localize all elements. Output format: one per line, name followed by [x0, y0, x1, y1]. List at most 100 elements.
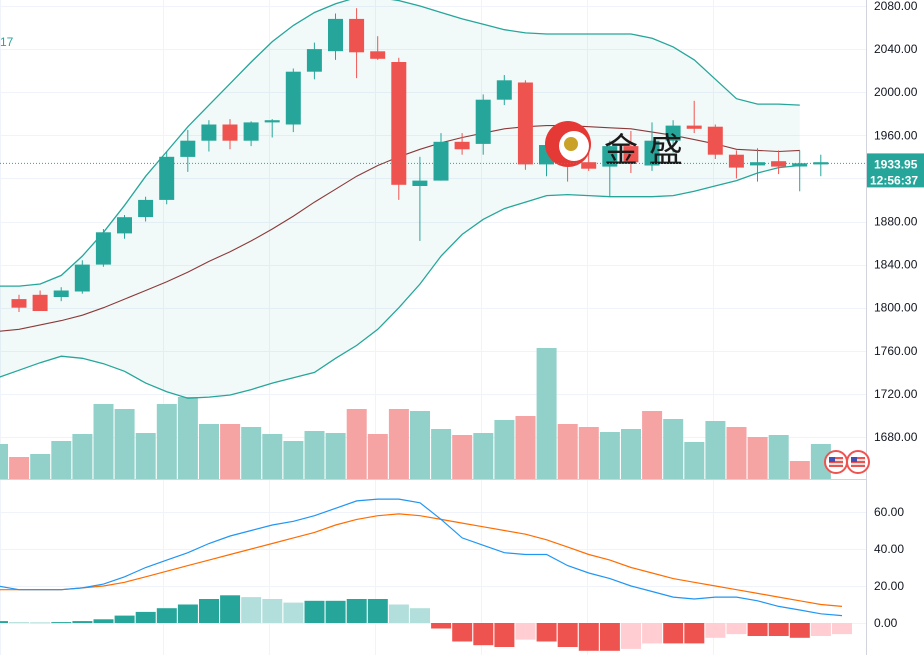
macd-histogram-bar [0, 621, 8, 623]
candle [665, 120, 681, 153]
macd-histogram-bar [135, 611, 156, 623]
candle-body [792, 163, 808, 167]
volume-bar [515, 416, 536, 479]
candle-body [159, 156, 175, 200]
price-axis-tick-label: 2080.00 [874, 0, 918, 13]
macd-histogram-bar [684, 623, 705, 644]
candle-body [750, 162, 765, 166]
macd-histogram-bar [832, 623, 852, 635]
volume-bar [684, 442, 705, 479]
volume-bar [177, 397, 198, 479]
candle [750, 148, 765, 182]
bollinger-lower-line [0, 164, 800, 399]
candle-body [602, 146, 618, 167]
candle-body [32, 294, 48, 311]
candle-body [813, 162, 829, 165]
volume-bar [93, 404, 114, 479]
last-price-tag: 1933.95 12:56:37 [867, 153, 924, 188]
candle-body [138, 199, 154, 218]
candle [264, 119, 280, 138]
macd-histogram-bar [768, 623, 789, 636]
macd-histogram-bar [304, 600, 325, 623]
price-axis[interactable]: 2080.002040.002000.001960.001920.001880.… [874, 0, 918, 444]
candle-body [349, 18, 365, 53]
bollinger-band-fill [0, 0, 800, 399]
us-flag-event-icon[interactable] [846, 450, 870, 474]
macd-histogram-bar [515, 623, 536, 640]
legend-fragment: 17 [0, 35, 14, 49]
candle [475, 94, 491, 155]
macd-histogram-bar [156, 608, 177, 623]
volume-bar [494, 420, 515, 479]
volume-bar [431, 429, 452, 479]
volume-bar [72, 434, 93, 479]
volume-bar [262, 434, 283, 479]
macd-signal-line [0, 513, 843, 607]
macd-histogram-bar [473, 623, 494, 646]
macd-histogram-bar [388, 604, 409, 623]
volume-bar [663, 419, 684, 479]
candle [728, 150, 744, 179]
candle-body [686, 125, 702, 129]
candle [707, 124, 723, 159]
candle [813, 154, 829, 177]
volume-bar [325, 433, 346, 479]
macd-histogram-bar [726, 623, 747, 635]
macd-histogram-bar [599, 623, 620, 651]
candle [644, 122, 660, 171]
volume-bar [747, 437, 768, 479]
candle [623, 131, 639, 173]
volume-bar [473, 433, 494, 479]
macd-axis-tick-label: 40.00 [874, 542, 904, 556]
macd-histogram-bar [663, 623, 684, 644]
candle-body [243, 122, 259, 141]
price-axis-tick-label: 1760.00 [874, 344, 918, 358]
price-axis-tick-label: 1880.00 [874, 215, 918, 229]
volume-bar [0, 444, 8, 479]
volume-bar [768, 435, 789, 479]
candle-body [222, 124, 238, 141]
candle [370, 36, 386, 60]
volume-bars [0, 348, 831, 479]
price-axis-tick-label: 1840.00 [874, 258, 918, 272]
macd-histogram-bar [114, 615, 135, 623]
candle-body [11, 299, 27, 308]
macd-axis-tick-label: 20.00 [874, 579, 904, 593]
candle [602, 140, 618, 197]
candle [53, 287, 69, 302]
volume-bar [726, 427, 747, 479]
macd-histogram-bar [747, 623, 768, 636]
macd-histogram-bar [30, 622, 51, 624]
macd-histogram-bar [642, 623, 663, 644]
candle-body [644, 140, 660, 166]
candle-body [95, 232, 111, 265]
volume-bar [621, 429, 641, 479]
volume-bar [578, 427, 599, 479]
candle [517, 80, 533, 170]
macd-histogram-bar [410, 608, 430, 623]
candle [201, 120, 217, 152]
price-axis-tick-label: 1960.00 [874, 128, 918, 142]
macd-histogram-bar [325, 600, 346, 623]
candle [222, 119, 238, 150]
macd-axis-tick-label: 60.00 [874, 505, 904, 519]
volume-bar [283, 441, 304, 479]
candle-body [454, 141, 470, 150]
candle-body [74, 264, 90, 292]
macd-axis-tick-label: 0.00 [874, 616, 898, 630]
macd-axis[interactable]: 60.00 40.00 20.00 0.00 [874, 505, 904, 630]
volume-bar [30, 454, 51, 479]
candle-body [728, 154, 744, 168]
candle-body [581, 162, 597, 169]
last-price-value: 1933.95 [874, 157, 918, 171]
macd-histogram-bar [262, 599, 283, 623]
bollinger-upper-line [0, 0, 800, 287]
macd-histogram-bar [51, 622, 72, 624]
candle-body [53, 290, 69, 297]
volume-bar [199, 424, 219, 479]
bar-countdown: 12:56:37 [870, 173, 918, 187]
macd-histogram-bar [72, 621, 93, 623]
candle [32, 290, 48, 311]
us-flag-event-icon[interactable] [824, 450, 848, 474]
